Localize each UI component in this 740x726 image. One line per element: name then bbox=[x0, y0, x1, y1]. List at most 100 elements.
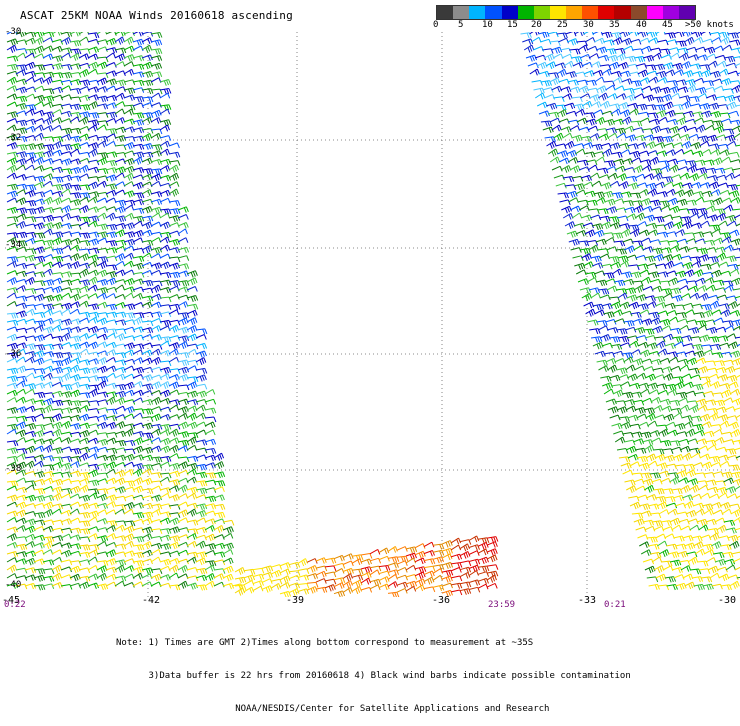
wind-barb bbox=[88, 550, 98, 556]
wind-barb bbox=[660, 441, 671, 447]
wind-barb bbox=[133, 390, 143, 396]
wind-barb bbox=[724, 478, 734, 484]
wind-barb bbox=[52, 504, 63, 510]
wind-barb bbox=[115, 285, 124, 290]
wind-barb bbox=[688, 479, 698, 486]
wind-barb bbox=[124, 261, 134, 267]
wind-barb bbox=[34, 192, 45, 198]
wind-barb bbox=[25, 384, 36, 390]
wind-barb bbox=[661, 55, 671, 60]
wind-barb bbox=[599, 216, 610, 222]
wind-barb bbox=[61, 534, 71, 539]
wind-barb bbox=[669, 165, 679, 172]
wind-barb bbox=[97, 293, 107, 299]
wind-barb bbox=[723, 205, 733, 211]
wind-barb bbox=[610, 181, 620, 186]
wind-barb bbox=[677, 319, 687, 324]
wind-barb bbox=[708, 61, 718, 67]
wind-barb bbox=[25, 485, 35, 490]
wind-barb bbox=[70, 104, 81, 110]
wind-barb bbox=[721, 432, 732, 437]
wind-barb bbox=[731, 48, 740, 54]
wind-barb bbox=[7, 119, 17, 124]
wind-barb bbox=[52, 550, 62, 555]
wind-barb bbox=[61, 159, 71, 166]
wind-barb bbox=[678, 167, 688, 172]
wind-barb bbox=[537, 102, 547, 108]
wind-barb bbox=[626, 176, 637, 182]
wind-barb bbox=[142, 334, 152, 339]
wind-barb bbox=[115, 87, 125, 92]
wind-barb bbox=[7, 271, 17, 276]
wind-barb bbox=[124, 350, 134, 356]
wind-barb-map bbox=[5, 32, 740, 597]
wind-barb bbox=[16, 478, 26, 483]
wind-barb bbox=[671, 134, 681, 139]
wind-barb bbox=[52, 217, 63, 222]
wind-barb bbox=[151, 181, 161, 186]
wind-barb bbox=[562, 94, 572, 100]
wind-barb bbox=[719, 384, 730, 390]
wind-barb bbox=[52, 319, 63, 325]
wind-barb bbox=[43, 255, 53, 260]
wind-barb bbox=[223, 574, 233, 581]
wind-barb bbox=[79, 552, 90, 558]
wind-barb bbox=[106, 160, 117, 166]
wind-barb bbox=[160, 273, 171, 278]
wind-barb bbox=[70, 535, 80, 541]
wind-barb bbox=[115, 246, 125, 251]
wind-barb bbox=[124, 173, 134, 180]
wind-barb bbox=[715, 518, 725, 523]
wind-barb bbox=[722, 472, 733, 478]
wind-barb bbox=[731, 239, 740, 246]
wind-barb bbox=[88, 261, 98, 267]
wind-barb bbox=[682, 183, 693, 189]
wind-barb bbox=[674, 149, 684, 154]
wind-barb bbox=[178, 374, 188, 381]
wind-barb bbox=[34, 144, 45, 150]
wind-barb bbox=[626, 365, 635, 371]
wind-barb bbox=[714, 86, 724, 91]
wind-barb bbox=[61, 119, 71, 124]
wind-barb bbox=[558, 38, 568, 43]
wind-barb bbox=[612, 423, 623, 429]
wind-barb bbox=[615, 437, 625, 443]
wind-barb bbox=[713, 510, 723, 515]
wind-barb bbox=[726, 528, 737, 534]
wind-barb bbox=[714, 126, 724, 133]
wind-barb bbox=[106, 32, 116, 36]
wind-barb bbox=[61, 198, 71, 203]
wind-barb bbox=[644, 367, 654, 372]
wind-barb bbox=[698, 213, 708, 219]
wind-barb bbox=[133, 221, 143, 226]
wind-barb bbox=[645, 526, 655, 531]
wind-barb bbox=[79, 312, 90, 317]
wind-barb bbox=[579, 206, 589, 211]
wind-barb bbox=[115, 509, 125, 514]
wind-barb bbox=[52, 487, 62, 494]
wind-barb bbox=[7, 320, 18, 325]
wind-barb bbox=[271, 565, 282, 570]
wind-barb bbox=[97, 392, 108, 398]
wind-barb bbox=[25, 238, 35, 244]
wind-barb bbox=[624, 126, 634, 132]
wind-barb bbox=[608, 407, 618, 414]
wind-barb bbox=[424, 542, 434, 547]
wind-barb bbox=[664, 182, 674, 187]
wind-barb bbox=[728, 575, 738, 580]
wind-barb bbox=[725, 407, 735, 412]
wind-barb bbox=[638, 535, 648, 540]
wind-barb bbox=[160, 222, 170, 229]
wind-barb bbox=[655, 415, 665, 420]
wind-barb bbox=[694, 584, 705, 590]
wind-barb bbox=[79, 254, 89, 261]
wind-barb bbox=[566, 72, 577, 78]
wind-barb bbox=[638, 112, 649, 117]
wind-barb bbox=[16, 376, 27, 381]
wind-barb bbox=[61, 550, 71, 557]
wind-barb bbox=[160, 80, 171, 86]
wind-barb bbox=[661, 326, 671, 331]
wind-barb bbox=[688, 286, 698, 292]
wind-barb bbox=[7, 262, 17, 268]
wind-barb bbox=[695, 197, 705, 202]
